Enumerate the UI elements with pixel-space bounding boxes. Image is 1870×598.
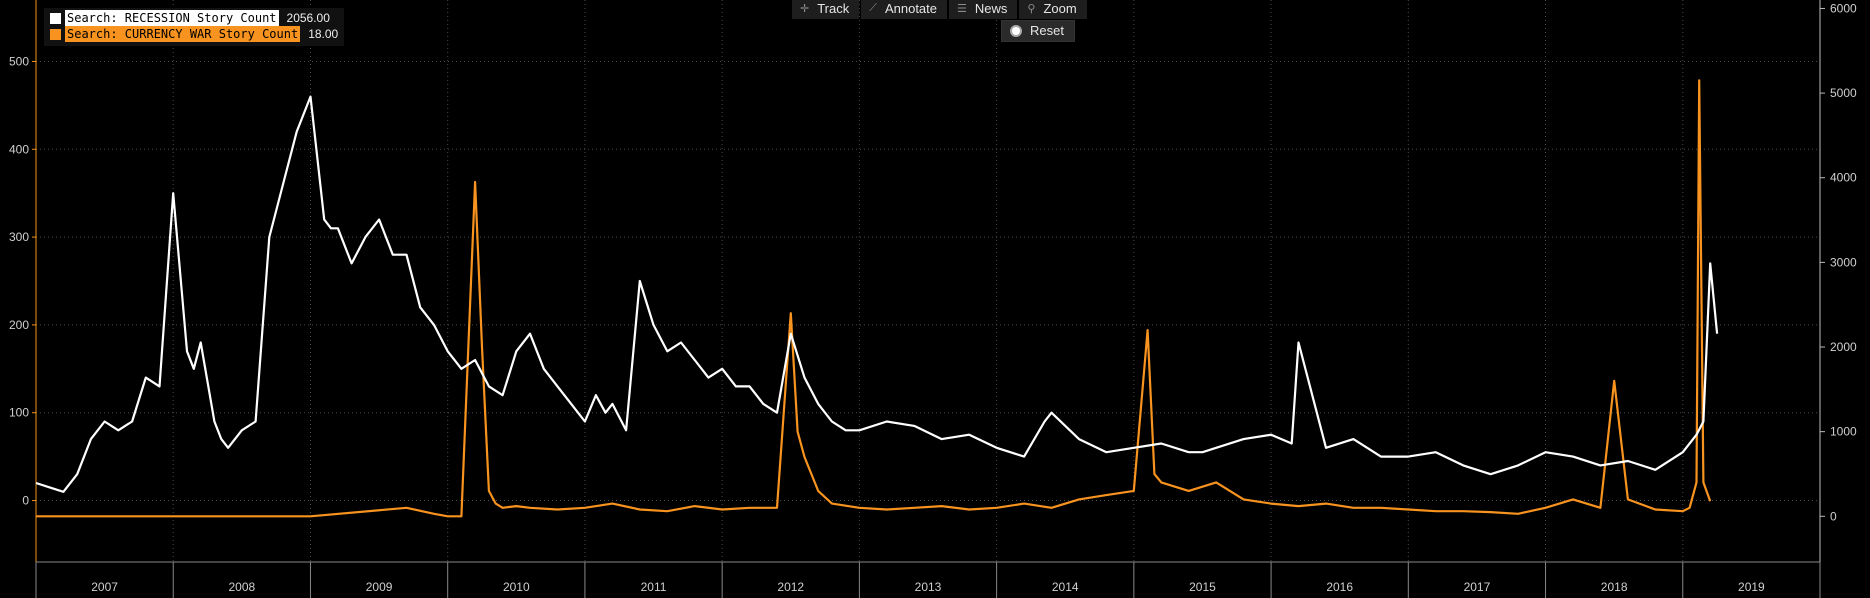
right-tick-label: 1000	[1830, 425, 1857, 439]
currency-war-series-value: 18.00	[308, 27, 339, 41]
x-tick-label: 2008	[228, 580, 255, 594]
chart-toolbar: ✛ Track ⟋ Annotate ☰ News ⚲ Zoom	[792, 0, 1087, 19]
x-tick-label: 2010	[503, 580, 530, 594]
radio-icon	[1010, 24, 1022, 37]
x-tick-label: 2015	[1189, 580, 1216, 594]
reset-button[interactable]: Reset	[1001, 20, 1075, 42]
x-tick-label: 2007	[91, 580, 118, 594]
x-tick-label: 2011	[641, 580, 667, 594]
currency-war-series-label: Search: CURRENCY WAR Story Count	[65, 26, 301, 42]
news-icon: ☰	[957, 3, 967, 15]
crosshair-icon: ✛	[800, 3, 810, 15]
x-tick-label: 2016	[1326, 580, 1353, 594]
right-tick-label: 5000	[1830, 86, 1857, 100]
news-button[interactable]: ☰ News	[949, 0, 1018, 19]
x-tick-label: 2017	[1464, 580, 1491, 594]
x-tick-label: 2018	[1601, 580, 1628, 594]
magnifier-icon: ⚲	[1027, 3, 1036, 15]
legend: Search: RECESSION Story Count 2056.00 Se…	[44, 8, 345, 46]
x-tick-label: 2012	[777, 580, 804, 594]
recession-series-label: Search: RECESSION Story Count	[65, 10, 279, 26]
left-tick-label: 400	[9, 142, 29, 156]
x-axis: 2007 2008 2009 2010 2011 2012 2013 2014 2015 2016…	[35, 561, 1821, 598]
series-lines	[35, 79, 1719, 518]
left-tick-label: 200	[9, 318, 29, 332]
left-tick-label: 500	[9, 54, 29, 68]
track-button[interactable]: ✛ Track	[792, 0, 860, 19]
right-y-axis: 0 1000 2000 3000 4000 5000 6000	[1819, 0, 1857, 562]
right-tick-label: 6000	[1830, 1, 1857, 15]
recession-series-value: 2056.00	[286, 11, 330, 25]
legend-row-recession[interactable]: Search: RECESSION Story Count 2056.00	[50, 10, 338, 26]
x-tick-label: 2014	[1052, 580, 1079, 594]
currency-war-swatch	[50, 28, 61, 40]
news-label: News	[974, 1, 1008, 16]
x-tick-label: 2019	[1738, 580, 1765, 594]
right-tick-label: 0	[1830, 509, 1837, 523]
zoom-button[interactable]: ⚲ Zoom	[1019, 0, 1087, 19]
left-tick-label: 0	[22, 494, 29, 508]
left-y-axis: 0 100 200 300 400 500	[9, 0, 37, 562]
left-tick-label: 100	[9, 406, 29, 420]
legend-row-currency-war[interactable]: Search: CURRENCY WAR Story Count 18.00	[50, 26, 338, 42]
annotate-label: Annotate	[884, 1, 937, 16]
right-tick-label: 2000	[1830, 340, 1857, 354]
x-tick-label: 2013	[915, 580, 942, 594]
pencil-icon: ⟋	[869, 2, 877, 14]
right-tick-label: 3000	[1830, 255, 1857, 269]
recession-series-line	[35, 95, 1719, 493]
annotate-button[interactable]: ⟋ Annotate	[861, 0, 947, 19]
x-tick-label: 2009	[366, 580, 393, 594]
grid	[35, 0, 1820, 562]
right-tick-label: 4000	[1830, 171, 1857, 185]
left-tick-label: 300	[9, 230, 29, 244]
currency-war-series-line	[36, 79, 1712, 518]
recession-swatch	[50, 12, 61, 24]
track-label: Track	[817, 1, 850, 16]
zoom-label: Zoom	[1043, 1, 1077, 16]
reset-label: Reset	[1030, 23, 1064, 38]
